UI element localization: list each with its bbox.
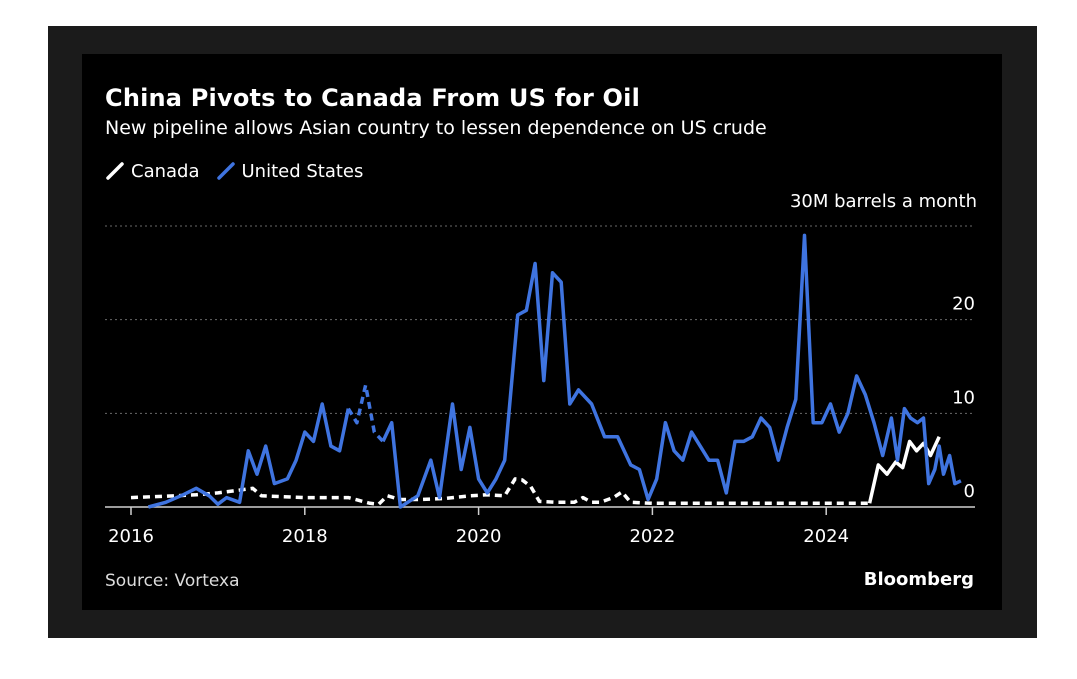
series-line-canada-0 [130,477,870,506]
legend: Canada United States [105,159,379,183]
legend-swatch-united-states-icon [216,162,235,180]
y-tick-label-0: 0 [964,481,975,502]
y-tick-label-2: 20 [952,294,975,315]
bloomberg-logo: Bloomberg [863,569,974,590]
legend-label-united-states: United States [241,160,364,182]
chart-title: China Pivots to Canada From US for Oil [105,84,641,112]
series-line-united-states-0 [147,402,351,509]
x-tick-label-2: 2020 [456,526,502,547]
x-tick-label-1: 2018 [282,526,328,547]
legend-item-united-states: United States [216,160,364,182]
source-note: Source: Vortexa [105,571,240,591]
legend-label-canada: Canada [131,160,200,182]
y-tick-label-1: 10 [952,387,975,408]
x-tick-label-3: 2022 [629,526,675,547]
x-tick-label-4: 2024 [803,526,849,547]
legend-item-canada: Canada [105,161,200,182]
series-line-united-states-2 [381,233,962,509]
legend-swatch-canada-icon [106,162,124,180]
chart-panel [82,54,1002,610]
chart-subtitle: New pipeline allows Asian country to les… [105,117,767,139]
x-tick-label-0: 2016 [108,526,154,547]
unit-label: 30M barrels a month [789,191,977,212]
